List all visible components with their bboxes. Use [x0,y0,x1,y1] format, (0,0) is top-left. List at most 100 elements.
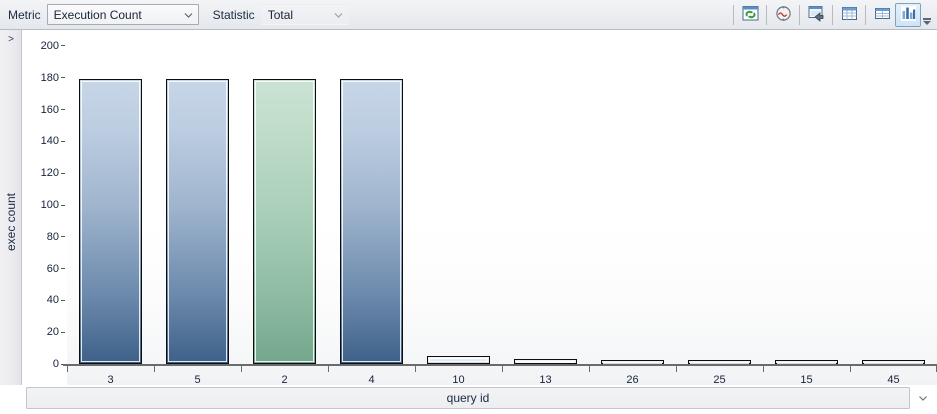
overflow-line [923,18,931,20]
chart-toolbar: Metric Execution Count Statistic Total [0,0,937,30]
x-tick-mark [328,364,329,372]
x-tick-label: 10 [452,374,465,386]
x-axis-title-bar: query id [0,385,937,414]
grid-view-button[interactable] [836,3,862,27]
bar-highlight [255,81,314,362]
x-tick-mark [241,364,242,372]
table-view-button[interactable] [869,3,895,27]
x-tick-label: 15 [800,374,813,386]
export-button[interactable] [803,3,829,27]
x-tick-mark [67,364,68,372]
bar[interactable] [775,360,838,364]
bar[interactable] [79,79,142,364]
bar[interactable] [862,360,925,364]
toolbar-separator [832,4,833,25]
x-tick-label: 5 [194,374,201,386]
y-tick-label: 140 [41,135,65,147]
chart-area: 0 20 40 60 80 100 120 140 160 180 200 3 5 2 4 10 13 26 25… [23,30,937,386]
y-tick-label: 120 [41,167,65,179]
bar[interactable] [688,360,751,364]
x-tick-mark [154,364,155,372]
bar-highlight [516,361,575,364]
bar-series [67,30,937,364]
x-tick-mark [589,364,590,372]
toolbar-separator [865,4,866,25]
x-tick-mark [676,364,677,372]
bar-highlight [168,81,227,362]
x-tick-label: 13 [539,374,552,386]
bar-highlight [603,362,662,364]
y-tick-label: 80 [47,231,65,243]
stop-icon [775,5,792,25]
toolbar-separator [799,4,800,25]
y-axis-zero-tick [63,364,67,366]
x-tick-mark [763,364,764,372]
toolbar-separator [766,4,767,25]
bar[interactable] [514,359,577,364]
bar-highlight [690,362,749,364]
x-tick-mark [415,364,416,372]
chevron-down-icon [334,10,343,19]
bar-highlight [429,358,488,362]
x-tick-label: 3 [107,374,114,386]
y-tick-label: 20 [47,326,65,338]
metric-label: Metric [8,7,41,22]
bar-highlight [864,362,923,364]
x-axis-title: query id [26,387,910,409]
y-tick-label: 160 [41,104,65,116]
bar[interactable] [340,79,403,364]
statistic-label: Statistic [212,7,255,22]
expand-panel-button[interactable]: > [8,34,14,45]
table-view-icon [874,5,891,25]
x-tick-mark [502,364,503,372]
bar[interactable] [601,360,664,364]
bar[interactable] [253,79,316,364]
bar-highlight [777,362,836,364]
bar-slot [601,30,664,364]
x-tick-label: 45 [887,374,900,386]
y-axis-panel: > exec count [0,30,22,414]
y-tick-label: 100 [41,199,65,211]
bar-slot [775,30,838,364]
x-tick-label: 2 [281,374,288,386]
metric-select[interactable]: Execution Count [46,4,199,25]
toolbar-overflow-button[interactable] [921,1,933,28]
bar-slot [862,30,925,364]
toolbar-separator [733,4,734,25]
bar[interactable] [427,356,490,364]
chevron-down-icon [919,396,927,401]
bar-slot [514,30,577,364]
grid-view-icon [841,5,858,25]
export-icon [808,5,825,25]
refresh-chart-icon [742,5,759,25]
x-tick-label: 26 [626,374,639,386]
y-tick-label: 200 [41,40,65,52]
x-tick-label: 4 [368,374,375,386]
bar-highlight [342,81,401,362]
metric-select-value: Execution Count [53,7,142,22]
y-axis-title: exec count [4,192,18,252]
y-tick-label: 40 [47,294,65,306]
chart-view-icon [900,5,917,25]
statistic-select[interactable]: Total [260,4,349,25]
chevron-down-icon [923,21,931,25]
refresh-chart-button[interactable] [737,3,763,27]
bar-slot [79,30,142,364]
x-tick-label: 25 [713,374,726,386]
bar-slot [688,30,751,364]
stop-button[interactable] [770,3,796,27]
chart-view-button[interactable] [895,2,921,27]
x-tick-mark [850,364,851,372]
bar-slot [253,30,316,364]
plot-region: 3 5 2 4 10 13 26 25 15 45 [63,30,937,386]
y-tick-label: 180 [41,72,65,84]
bar-highlight [81,81,140,362]
bar-slot [427,30,490,364]
y-axis-ticks: 0 20 40 60 80 100 120 140 160 180 200 [23,30,65,385]
chevron-down-icon [184,10,193,19]
x-axis-options-button[interactable] [913,387,933,409]
toolbar-button-group [730,1,937,29]
bar[interactable] [166,79,229,364]
bar-slot [166,30,229,364]
